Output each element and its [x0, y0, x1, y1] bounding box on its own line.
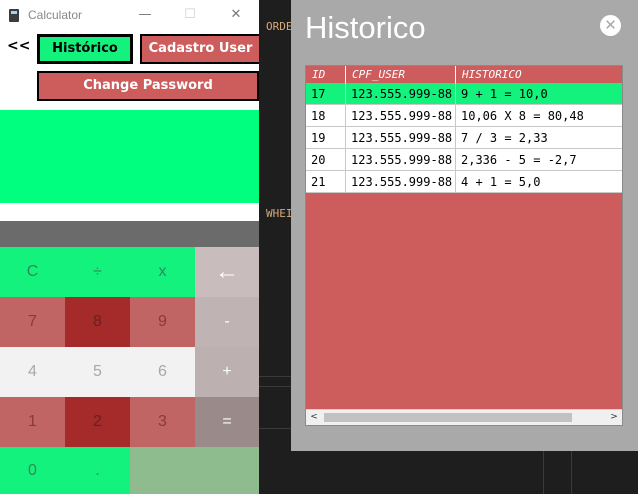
cell-id: 20	[306, 149, 346, 171]
scroll-thumb[interactable]	[324, 413, 572, 422]
title-bar: Calculator — ☐ ✕	[0, 0, 259, 30]
divider	[543, 450, 544, 494]
code-text-fragment: WHEI	[266, 207, 293, 220]
digit-0-button[interactable]: 0	[0, 447, 65, 494]
table-row[interactable]: 20 123.555.999-88 2,336 - 5 = -2,7	[306, 149, 622, 171]
cell-cpf: 123.555.999-88	[346, 83, 456, 105]
table-row[interactable]: 18 123.555.999-88 10,06 X 8 = 80,48	[306, 105, 622, 127]
backspace-button[interactable]: ←	[195, 247, 259, 297]
digit-9-button[interactable]: 9	[130, 297, 195, 347]
cell-historico: 9 + 1 = 10,0	[461, 87, 548, 101]
cadastro-user-button[interactable]: Cadastro User	[140, 34, 259, 64]
cell-id: 18	[306, 105, 346, 127]
digit-4-button[interactable]: 4	[0, 347, 65, 397]
calculator-window: Calculator — ☐ ✕ << Histórico Cadastro U…	[0, 0, 259, 494]
cell-historico: 2,336 - 5 = -2,7	[461, 153, 577, 167]
historico-button[interactable]: Histórico	[37, 34, 133, 64]
table-row[interactable]: 21 123.555.999-88 4 + 1 = 5,0	[306, 171, 622, 193]
clear-button[interactable]: C	[0, 247, 65, 297]
digit-1-button[interactable]: 1	[0, 397, 65, 447]
cell-cpf: 123.555.999-88	[346, 171, 456, 193]
code-text-fragment: ORDE	[266, 20, 293, 33]
cell-historico: 7 / 3 = 2,33	[461, 131, 548, 145]
digit-7-button[interactable]: 7	[0, 297, 65, 347]
result-bar	[0, 221, 259, 247]
calculator-app-icon	[9, 9, 19, 22]
digit-5-button[interactable]: 5	[65, 347, 130, 397]
cell-id: 19	[306, 127, 346, 149]
scroll-left-arrow-icon[interactable]: <	[310, 412, 318, 422]
cell-historico: 4 + 1 = 5,0	[461, 175, 541, 189]
minimize-button[interactable]: —	[138, 7, 152, 22]
table-row[interactable]: 17 123.555.999-88 9 + 1 = 10,0	[306, 83, 622, 105]
dialog-title: Historico	[305, 10, 426, 45]
table-header: ID CPF_USER HISTORICO	[306, 66, 622, 83]
historico-dialog: Historico ✕ ID CPF_USER HISTORICO 17 123…	[291, 0, 638, 451]
plus-button[interactable]: +	[195, 347, 259, 397]
cell-historico: 10,06 X 8 = 80,48	[461, 109, 584, 123]
decimal-button[interactable]: .	[65, 447, 130, 494]
column-header-historico[interactable]: HISTORICO	[462, 68, 522, 81]
minus-button[interactable]: -	[195, 297, 259, 347]
column-header-id[interactable]: ID	[306, 66, 346, 83]
digit-6-button[interactable]: 6	[130, 347, 195, 397]
window-title: Calculator	[28, 8, 83, 22]
scroll-right-arrow-icon[interactable]: >	[610, 412, 618, 422]
maximize-button[interactable]: ☐	[184, 7, 196, 22]
cell-id: 17	[306, 83, 346, 105]
table-row[interactable]: 19 123.555.999-88 7 / 3 = 2,33	[306, 127, 622, 149]
calculator-display	[0, 110, 259, 203]
cell-cpf: 123.555.999-88	[346, 149, 456, 171]
digit-2-button[interactable]: 2	[65, 397, 130, 447]
history-table[interactable]: ID CPF_USER HISTORICO 17 123.555.999-88 …	[305, 65, 623, 426]
divider	[571, 450, 572, 494]
digit-3-button[interactable]: 3	[130, 397, 195, 447]
multiply-button[interactable]: x	[130, 247, 195, 297]
close-icon[interactable]: ✕	[600, 15, 621, 36]
digit-8-button[interactable]: 8	[65, 297, 130, 347]
cell-cpf: 123.555.999-88	[346, 127, 456, 149]
cell-cpf: 123.555.999-88	[346, 105, 456, 127]
blank-key	[130, 447, 259, 494]
column-header-cpf-user[interactable]: CPF_USER	[346, 66, 456, 83]
change-password-button[interactable]: Change Password	[37, 71, 259, 101]
cell-id: 21	[306, 171, 346, 193]
equals-button[interactable]: =	[195, 397, 259, 447]
keypad: C ÷ x ← 7 8 9 - 4 5 6 + 1 2 3 = 0 .	[0, 247, 259, 494]
back-button[interactable]: <<	[7, 38, 31, 54]
close-button[interactable]: ✕	[230, 7, 242, 22]
horizontal-scrollbar[interactable]: < >	[306, 409, 622, 425]
divide-button[interactable]: ÷	[65, 247, 130, 297]
